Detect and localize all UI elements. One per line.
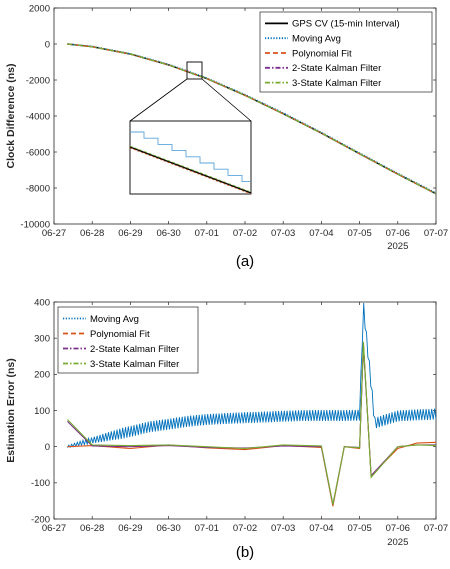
legend-entry: Polynomial Fit	[292, 48, 352, 59]
zoom-region-box	[186, 61, 203, 80]
y-tick-label: -4000	[26, 111, 50, 122]
legend-entry: 3-State Kalman Filter	[292, 78, 381, 89]
x-tick-label: 07-06	[386, 228, 410, 239]
x-tick-label: 07-05	[347, 228, 371, 239]
legend: GPS CV (15-min Interval) Moving Avg Polyno…	[259, 11, 433, 93]
legend-box	[57, 306, 199, 374]
y-axis-label: Estimation Error (ns)	[5, 358, 17, 462]
y-tick-label: 200	[34, 370, 50, 381]
y-tick-label: -6000	[26, 147, 50, 158]
legend-entry: Moving Avg	[90, 314, 139, 325]
x-tick-label: 07-07	[424, 523, 448, 534]
series-group	[67, 43, 436, 195]
series-line	[67, 43, 436, 195]
inset-kalman-line	[129, 145, 252, 193]
y-axis-label: Clock Difference (ns)	[5, 63, 17, 168]
x-tick-label: 06-27	[42, 523, 66, 534]
x-tick-label: 07-07	[424, 228, 448, 239]
x-tick-label: 07-04	[309, 228, 333, 239]
y-tick-label: 0	[45, 442, 50, 453]
y-tick-label: 0	[45, 39, 50, 50]
x-tick-label: 07-04	[309, 523, 333, 534]
legend-entry: 2-State Kalman Filter	[90, 344, 179, 355]
x-tick-label: 06-30	[156, 228, 180, 239]
zoom-connector	[129, 78, 188, 122]
y-tick-label: -100	[31, 478, 50, 489]
x-tick-label: 07-01	[195, 523, 219, 534]
legend: Moving Avg Polynomial Fit 2-State Kalman F…	[57, 306, 199, 374]
x-tick-label: 07-03	[271, 523, 295, 534]
legend-entry: 3-State Kalman Filter	[90, 359, 179, 370]
x-tick-label: 06-29	[118, 523, 142, 534]
x-tick-label: 06-27	[42, 228, 66, 239]
zoom-connector	[201, 78, 252, 122]
x-tick-label: 06-28	[80, 228, 104, 239]
series-group	[67, 302, 436, 507]
y-tick-label: 300	[34, 333, 50, 344]
y-tick-label: -10000	[20, 219, 50, 230]
x-tick-label: 06-28	[80, 523, 104, 534]
figure-caption: (a)	[236, 253, 254, 270]
x-tick-label: 07-03	[271, 228, 295, 239]
x-tick-label: 07-06	[386, 523, 410, 534]
series-line	[67, 341, 436, 505]
series-line	[67, 302, 436, 449]
legend-entry: Polynomial Fit	[90, 329, 150, 340]
inset-box	[129, 120, 252, 195]
inset-gps-line	[129, 146, 252, 194]
x-tick-label: 07-02	[233, 228, 257, 239]
y-tick-label: 2000	[29, 3, 50, 14]
legend-box	[259, 11, 433, 93]
y-tick-label: -8000	[26, 183, 50, 194]
year-label: 2025	[387, 537, 408, 548]
inset-moving-avg-line	[130, 131, 251, 183]
x-tick-label: 06-29	[118, 228, 142, 239]
legend-entry: 2-State Kalman Filter	[292, 63, 381, 74]
y-tick-label: -200	[31, 514, 50, 525]
x-tick-label: 07-01	[195, 228, 219, 239]
legend-entry: Moving Avg	[292, 34, 341, 45]
y-tick-label: 100	[34, 406, 50, 417]
legend-entry: GPS CV (15-min Interval)	[292, 19, 400, 30]
inset-poly-line	[129, 147, 252, 195]
year-label: 2025	[387, 241, 408, 252]
x-tick-label: 07-05	[347, 523, 371, 534]
y-tick-label: -2000	[26, 75, 50, 86]
figure-caption: (b)	[236, 544, 254, 561]
x-tick-label: 06-30	[156, 523, 180, 534]
y-tick-label: 400	[34, 297, 50, 308]
x-tick-label: 07-02	[233, 523, 257, 534]
zoom-inset	[129, 61, 252, 195]
